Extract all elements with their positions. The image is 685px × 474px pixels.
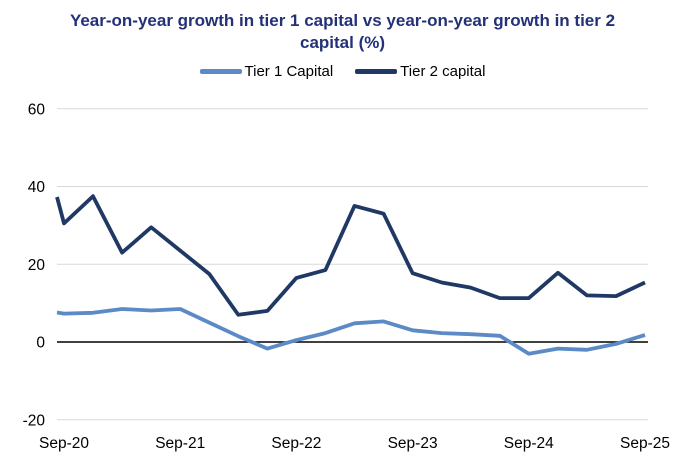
x-tick-label-Sep-20: Sep-20: [39, 435, 89, 452]
legend-label-tier1: Tier 1 Capital: [244, 63, 334, 80]
chart-title-text: Year-on-year growth in tier 1 capital vs…: [69, 11, 616, 52]
x-tick-label-Sep-23: Sep-23: [388, 435, 438, 452]
tier1-line-swatch: [199, 69, 242, 74]
x-tick-label-Sep-22: Sep-22: [271, 435, 321, 452]
legend-label-tier2: Tier 2 capital: [400, 63, 486, 80]
x-tick-label-Sep-24: Sep-24: [504, 435, 554, 452]
tier-2-capital-line: [55, 194, 646, 317]
chart-legend: Tier 1 Capital Tier 2 capital: [0, 63, 685, 80]
x-tick-label-Sep-25: Sep-25: [620, 435, 670, 452]
y-tick-label--20: -20: [23, 412, 46, 429]
y-tick-label-40: 40: [28, 179, 46, 196]
chart-title: Year-on-year growth in tier 1 capital vs…: [0, 10, 685, 54]
y-tick-label-0: 0: [36, 335, 45, 352]
tier-1-capital-line: [56, 307, 646, 356]
legend-item-tier1: Tier 1 Capital: [199, 63, 334, 80]
y-tick-label-20: 20: [28, 257, 46, 274]
legend-item-tier2: Tier 2 capital: [355, 63, 485, 80]
y-tick-label-60: 60: [28, 101, 46, 118]
tier2-line-swatch: [355, 69, 398, 74]
x-tick-label-Sep-21: Sep-21: [155, 435, 205, 452]
